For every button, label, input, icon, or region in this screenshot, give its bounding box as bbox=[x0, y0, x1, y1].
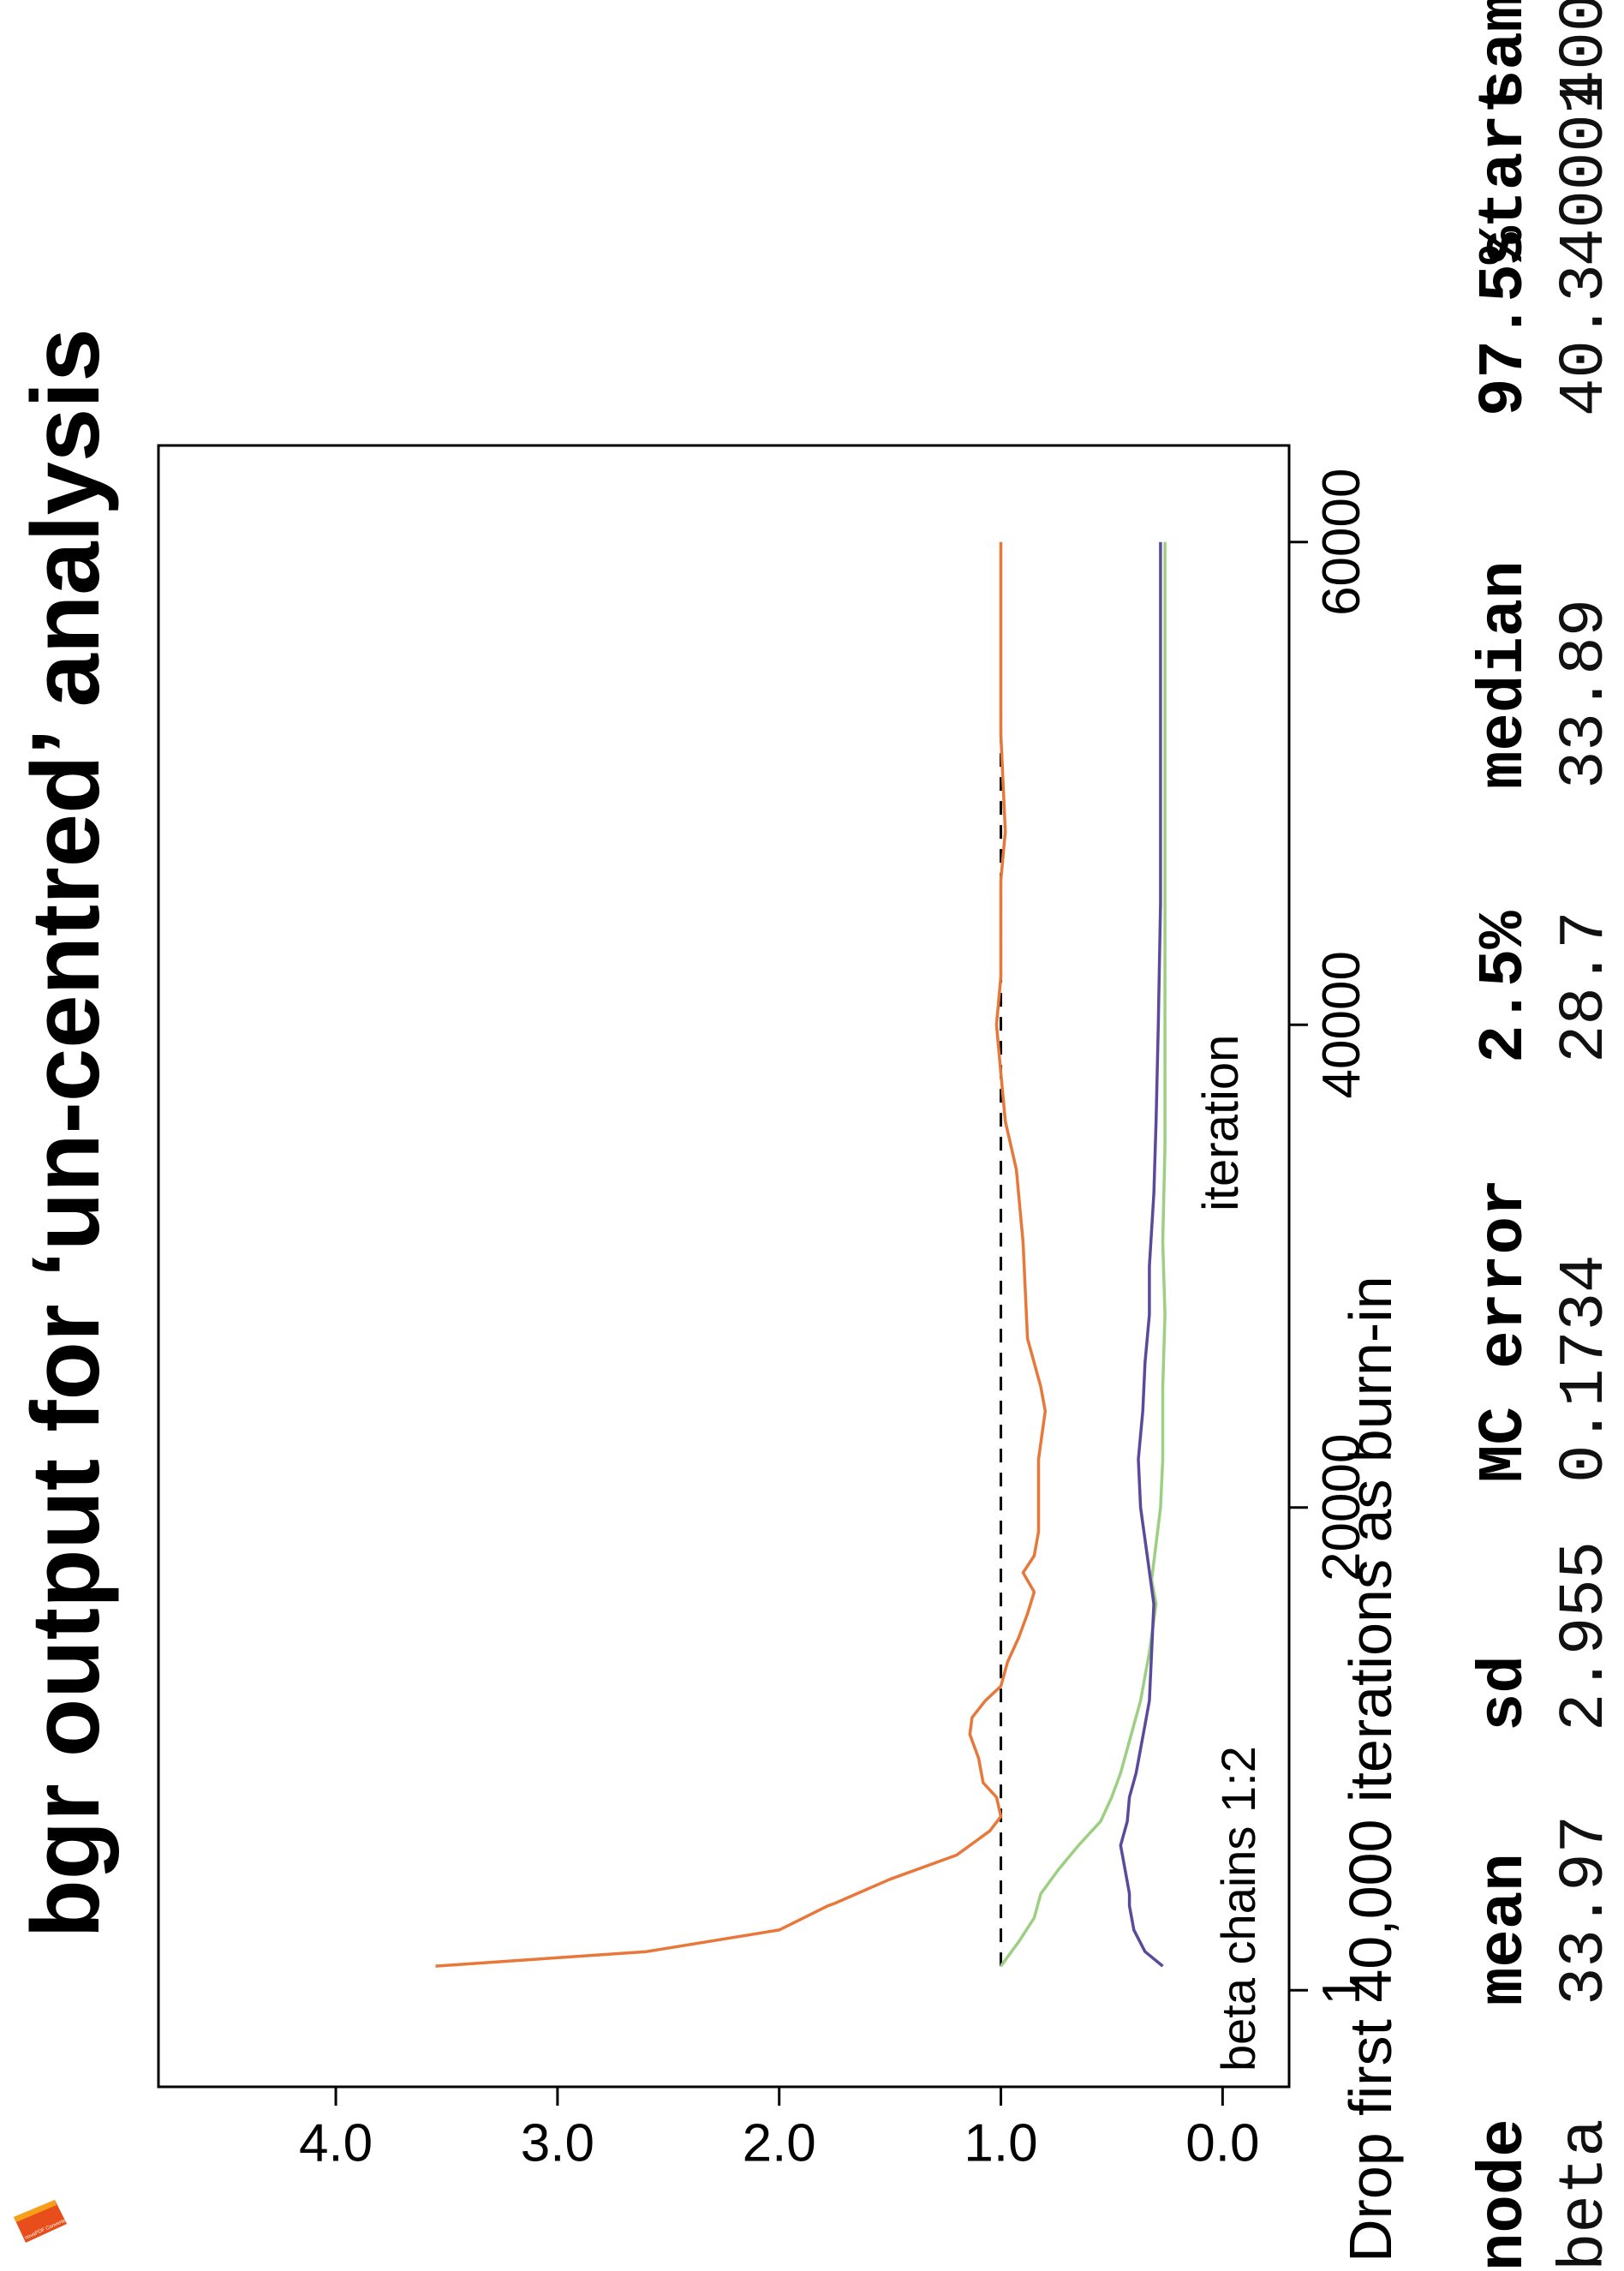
y-tick-label: 2.0 bbox=[743, 2113, 816, 2172]
stats-cell-median: 33.89 bbox=[1549, 598, 1621, 789]
plot-frame bbox=[157, 444, 1291, 2089]
stats-cell-node: beta bbox=[1549, 2119, 1621, 2271]
x-axis: 1 20000 40000 60000 bbox=[1289, 468, 1371, 2005]
stats-header-sd: sd bbox=[1469, 1655, 1541, 1731]
stats-header-mean: mean bbox=[1469, 1853, 1541, 2005]
y-tick-label: 1.0 bbox=[964, 2113, 1037, 2172]
y-tick-label: 0.0 bbox=[1185, 2113, 1259, 2172]
stats-header-sample: sample bbox=[1469, 0, 1541, 108]
x-tick-label: 60000 bbox=[1312, 468, 1371, 615]
y-axis: 0.0 1.0 2.0 3.0 4.0 bbox=[299, 2087, 1259, 2172]
stats-cell-sd: 2.955 bbox=[1549, 1540, 1621, 1731]
y-tick-label: 3.0 bbox=[521, 2113, 594, 2172]
x-axis-title: iteration bbox=[1193, 1035, 1249, 1211]
series-line-within-width bbox=[1119, 541, 1164, 1968]
stats-header-mc-error: MC error bbox=[1469, 1178, 1541, 1483]
stats-table: node mean sd MC error 2.5% median 97.5% … bbox=[1469, 0, 1624, 2271]
y-tick-label: 4.0 bbox=[299, 2113, 373, 2172]
subtitle: Drop first 40,000 iterations as burn-in bbox=[1337, 1276, 1404, 2262]
stats-cell-mean: 33.97 bbox=[1549, 1814, 1621, 2005]
stats-cell-97-5: 40.3 bbox=[1549, 264, 1621, 416]
stats-header-2-5: 2.5% bbox=[1469, 911, 1541, 1063]
chart-title: beta chains 1:2 bbox=[1211, 1746, 1265, 2071]
series-line-pooled-width bbox=[1000, 541, 1167, 1968]
stats-header-node: node bbox=[1469, 2119, 1541, 2271]
stats-cell-2-5: 28.7 bbox=[1549, 911, 1621, 1063]
x-tick-label: 40000 bbox=[1312, 951, 1371, 1098]
stats-header-median: median bbox=[1469, 560, 1541, 789]
x-tick-label: 1 bbox=[1312, 1975, 1371, 2005]
x-tick-label: 20000 bbox=[1312, 1434, 1371, 1581]
series-line-bgr-ratio bbox=[435, 541, 1048, 1968]
stats-cell-sample: 40000 bbox=[1549, 0, 1621, 108]
converter-logo: novaPDF Converter bbox=[14, 2200, 68, 2243]
stats-cell-mc-error: 0.1734 bbox=[1549, 1254, 1621, 1483]
series-layer bbox=[435, 541, 1167, 1968]
